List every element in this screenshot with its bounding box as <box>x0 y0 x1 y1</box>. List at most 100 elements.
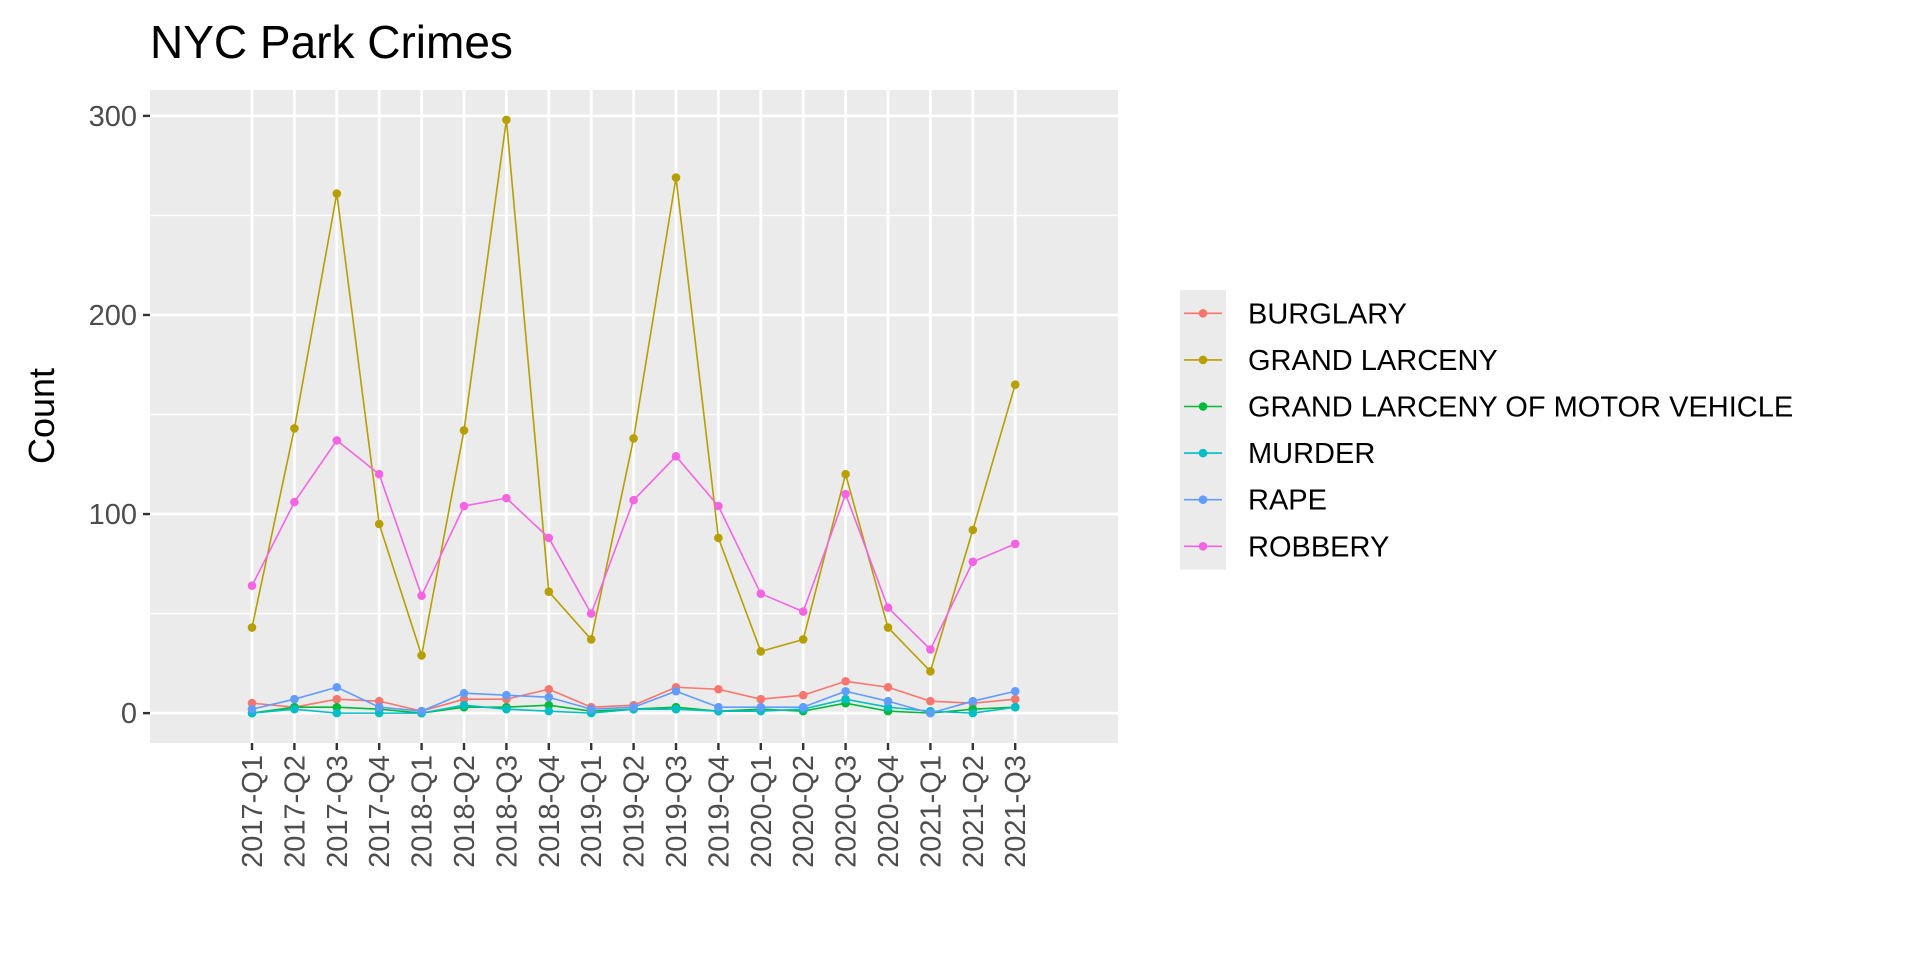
point-grand-larceny <box>926 667 935 676</box>
legend-label-burglary: BURGLARY <box>1248 298 1407 330</box>
point-grand-larceny <box>586 635 596 644</box>
point-burglary <box>841 676 850 686</box>
x-tick-label: 2018-Q4 <box>534 755 566 868</box>
point-rape <box>332 682 342 692</box>
point-burglary <box>883 682 893 692</box>
point-robbery <box>841 489 850 499</box>
y-tick-label: 200 <box>89 300 137 332</box>
y-tick-label: 0 <box>121 698 137 730</box>
plot-area: 0 100 200 300 2017-Q1 2017-Q2 2017-Q3 2017-Q4 20… <box>89 90 1118 868</box>
point-robbery <box>629 495 638 505</box>
point-robbery <box>883 603 893 612</box>
point-murder <box>883 702 893 712</box>
point-grand-larceny <box>332 189 342 198</box>
point-grand-larceny-of-motor-vehicle <box>544 700 554 710</box>
point-murder <box>1010 702 1020 712</box>
point-murder <box>544 706 554 716</box>
point-rape <box>926 708 935 718</box>
point-burglary <box>714 684 723 694</box>
point-grand-larceny <box>374 519 384 529</box>
x-tick-label: 2019-Q2 <box>619 755 651 868</box>
point-rape <box>586 704 596 714</box>
legend-point-grand-larceny <box>1198 355 1208 365</box>
point-burglary <box>1010 694 1020 704</box>
x-tick-label: 2017-Q1 <box>237 755 269 868</box>
point-burglary <box>374 696 384 706</box>
point-robbery <box>544 533 554 543</box>
x-tick-label: 2021-Q1 <box>915 755 947 868</box>
point-murder <box>502 704 511 714</box>
point-rape <box>417 706 426 716</box>
point-grand-larceny <box>544 587 554 596</box>
legend-point-burglary <box>1198 309 1208 318</box>
point-burglary <box>247 698 257 708</box>
point-rape <box>1010 686 1020 696</box>
point-robbery <box>247 581 257 591</box>
point-grand-larceny-of-motor-vehicle <box>332 702 342 712</box>
legend-label-grand-larceny-of-motor-vehicle: GRAND LARCENY OF MOTOR VEHICLE <box>1248 392 1793 424</box>
legend-label-rape: RAPE <box>1248 485 1327 517</box>
point-robbery <box>332 436 342 445</box>
point-burglary <box>926 696 935 706</box>
point-rape <box>629 702 638 712</box>
point-murder <box>374 708 384 718</box>
point-rape <box>374 702 384 712</box>
point-grand-larceny <box>247 623 257 632</box>
x-tick-label: 2018-Q2 <box>449 755 481 868</box>
point-robbery <box>459 501 469 511</box>
x-tick-label: 2017-Q3 <box>322 755 354 868</box>
point-burglary <box>459 694 469 704</box>
point-rape <box>756 702 766 712</box>
x-tick-label: 2019-Q4 <box>703 755 735 868</box>
x-tick-label: 2018-Q1 <box>407 755 439 868</box>
point-rape <box>714 702 723 712</box>
point-grand-larceny <box>459 426 469 435</box>
point-robbery <box>290 497 299 507</box>
point-robbery <box>417 591 426 600</box>
point-grand-larceny <box>502 115 511 125</box>
point-rape <box>968 696 978 706</box>
point-grand-larceny <box>841 469 850 479</box>
point-rape <box>459 688 469 698</box>
point-robbery <box>926 645 935 654</box>
point-grand-larceny <box>629 434 638 443</box>
y-tick-label: 100 <box>89 499 137 531</box>
legend-label-grand-larceny: GRAND LARCENY <box>1248 345 1498 377</box>
point-grand-larceny <box>417 651 426 660</box>
x-tick-label: 2021-Q2 <box>958 755 990 868</box>
point-robbery <box>502 493 511 503</box>
x-tick-label: 2020-Q1 <box>746 755 778 868</box>
x-tick-label: 2019-Q1 <box>576 755 608 868</box>
point-murder <box>968 708 978 718</box>
point-rape <box>798 702 808 712</box>
point-burglary <box>332 694 342 704</box>
x-tick-label: 2020-Q3 <box>831 755 863 868</box>
legend-key-background <box>1180 290 1226 570</box>
point-robbery <box>671 452 681 461</box>
legend-point-robbery <box>1198 542 1208 551</box>
point-rape <box>883 696 893 706</box>
point-grand-larceny <box>756 647 766 656</box>
legend-point-rape <box>1198 495 1208 505</box>
point-robbery <box>756 589 766 598</box>
point-rape <box>290 694 299 704</box>
point-rape <box>247 704 257 714</box>
x-tick-label: 2017-Q4 <box>364 755 396 868</box>
x-tick-label: 2020-Q2 <box>788 755 820 868</box>
point-robbery <box>586 609 596 618</box>
point-murder <box>671 704 681 714</box>
point-grand-larceny <box>671 173 681 182</box>
point-rape <box>841 686 850 696</box>
legend-point-murder <box>1198 448 1208 458</box>
point-rape <box>671 686 681 696</box>
point-grand-larceny <box>714 533 723 543</box>
chart-title: NYC Park Crimes <box>150 16 513 68</box>
legend: BURGLARY GRAND LARCENY GRAND LARCENY OF MO… <box>1180 290 1793 570</box>
x-tick-label: 2021-Q3 <box>1000 755 1032 868</box>
point-grand-larceny <box>290 424 299 433</box>
x-tick-label: 2018-Q3 <box>491 755 523 868</box>
point-grand-larceny <box>968 525 978 535</box>
x-tick-label: 2017-Q2 <box>279 755 311 868</box>
point-robbery <box>1010 539 1020 549</box>
